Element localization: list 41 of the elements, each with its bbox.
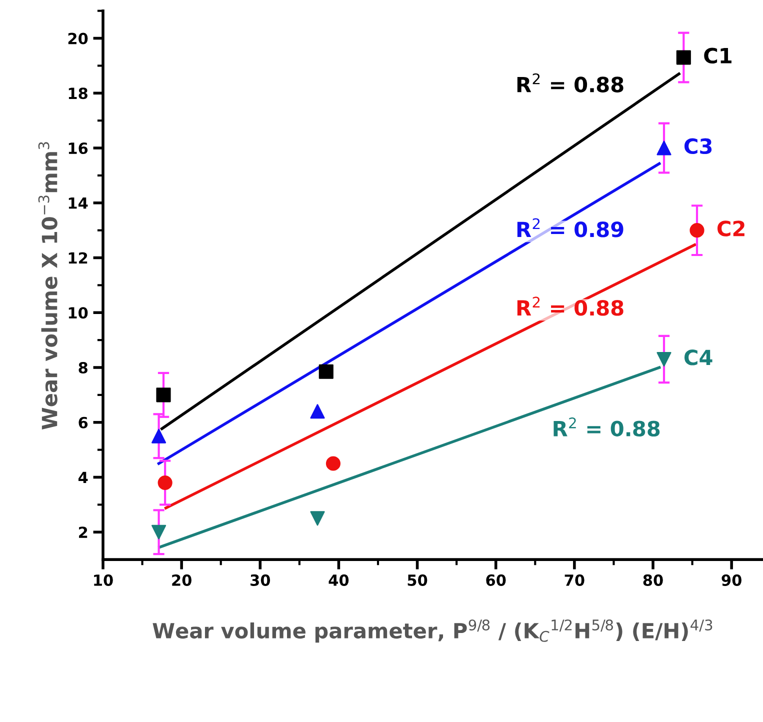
y-tick-label: 8 bbox=[78, 362, 88, 374]
x-tick-label: 20 bbox=[172, 574, 192, 586]
annotation: R$^{2}$ = 0.89 bbox=[517, 218, 624, 238]
y-tick-label: 20 bbox=[68, 32, 88, 44]
y-tick-label: 14 bbox=[68, 198, 88, 209]
point bbox=[318, 364, 334, 379]
point bbox=[310, 511, 325, 526]
y-tick-label: 12 bbox=[68, 252, 88, 264]
y-tick-label: 10 bbox=[68, 307, 88, 319]
point bbox=[156, 388, 171, 402]
point bbox=[656, 140, 672, 156]
annotation: R$^{2}$ = 0.88 bbox=[517, 296, 624, 316]
series-label: C4 bbox=[684, 350, 712, 366]
series-label: C2 bbox=[717, 220, 744, 236]
x-tick-label: 30 bbox=[250, 574, 270, 586]
point bbox=[676, 50, 691, 65]
x-tick-label: 10 bbox=[94, 574, 113, 586]
y-tick-label: 4 bbox=[78, 472, 88, 484]
x-tick-label: 60 bbox=[486, 574, 506, 586]
point bbox=[158, 475, 172, 490]
x-tick-label: 40 bbox=[328, 574, 349, 586]
y-axis-title: Wear volume X 10$^{−3}$mm$^{3}$ bbox=[38, 142, 58, 430]
point bbox=[326, 456, 340, 471]
annotation: R$^{2}$ = 0.88 bbox=[517, 73, 624, 92]
y-tick-label: 18 bbox=[68, 88, 88, 100]
y-tick-label: 2 bbox=[79, 526, 88, 538]
point bbox=[152, 524, 166, 540]
x-tick-label: 90 bbox=[722, 574, 742, 586]
text: Wear volume parameter, P$^{9/8}$ / (K$_{C}$$^{1/2}$H$^{5/8}$) (E/H)$^{4/3}$ bbox=[152, 619, 712, 643]
annotation: R$^{2}$ = 0.88 bbox=[554, 417, 660, 436]
series-label: C1 bbox=[704, 48, 732, 64]
x-tick-label: 50 bbox=[408, 574, 428, 586]
point bbox=[656, 352, 672, 367]
x-tick-label: 80 bbox=[643, 574, 663, 586]
point bbox=[310, 404, 325, 419]
y-tick-label: 6 bbox=[78, 416, 88, 428]
series-label: C3 bbox=[684, 138, 712, 154]
point bbox=[690, 223, 704, 238]
y-tick-label: 16 bbox=[68, 142, 88, 154]
point bbox=[152, 428, 166, 444]
x-tick-label: 70 bbox=[564, 574, 584, 586]
